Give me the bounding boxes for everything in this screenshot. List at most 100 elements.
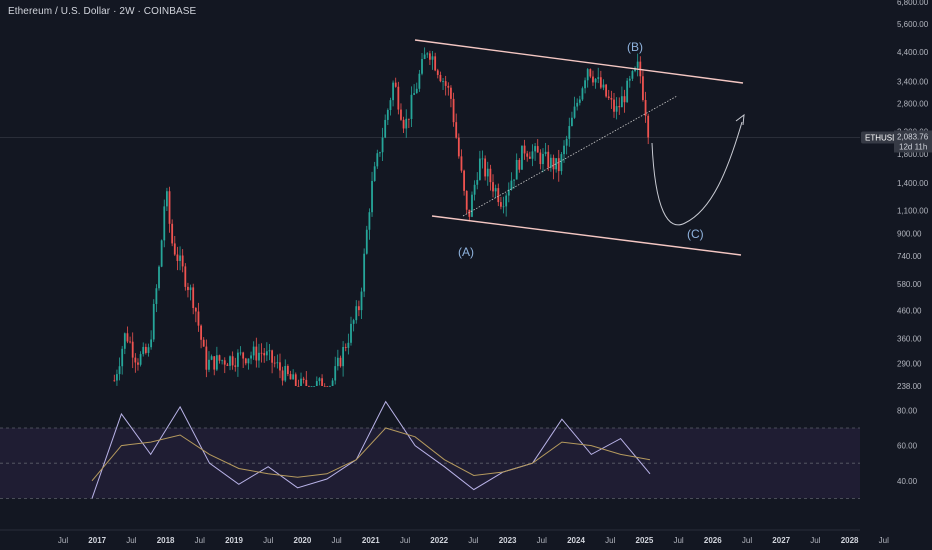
- candle-down: [592, 76, 594, 83]
- candle-up: [329, 386, 331, 387]
- candle-up: [208, 359, 210, 370]
- channel-lower-line[interactable]: [431, 215, 742, 256]
- candle-up: [413, 93, 416, 95]
- candle-down: [244, 358, 247, 364]
- candle-up: [215, 355, 218, 370]
- candle-up: [147, 347, 150, 353]
- time-axis-tick: 2028: [841, 536, 859, 545]
- candle-up: [636, 61, 639, 68]
- candle-up: [418, 73, 421, 89]
- candle-up: [123, 333, 126, 349]
- candle-up: [250, 355, 252, 359]
- candle-up: [576, 102, 579, 107]
- candle-up: [376, 153, 379, 167]
- time-axis-tick: 2022: [430, 536, 448, 545]
- candle-down: [647, 115, 650, 138]
- candle-up: [179, 255, 181, 261]
- candle-up: [478, 158, 481, 180]
- candle-down: [397, 86, 400, 110]
- candle-up: [334, 366, 337, 381]
- candle-up: [292, 374, 295, 380]
- candle-down: [297, 386, 300, 387]
- candle-up: [542, 153, 544, 165]
- candle-down: [326, 386, 329, 387]
- candle-up: [155, 288, 158, 304]
- candle-down: [644, 99, 647, 116]
- candle-up: [423, 54, 426, 59]
- candle-down: [465, 190, 468, 210]
- rsi-axis-tick: 60.00: [897, 442, 918, 451]
- candle-down: [323, 386, 326, 387]
- candle-down: [273, 362, 276, 364]
- candle-up: [350, 323, 352, 343]
- candle-up: [121, 348, 124, 367]
- support-trendline[interactable]: [462, 95, 678, 217]
- candle-up: [355, 306, 358, 321]
- candle-up: [360, 291, 363, 311]
- candle-down: [113, 380, 116, 382]
- candle-up: [331, 380, 334, 386]
- candle-up: [163, 206, 166, 241]
- candle-up: [584, 80, 586, 89]
- candle-down: [289, 374, 292, 380]
- candle-down: [452, 98, 455, 123]
- candle-up: [373, 166, 376, 181]
- price-axis-tick: 3,400.00: [897, 77, 929, 86]
- candle-down: [144, 346, 147, 353]
- candle-down: [528, 156, 531, 159]
- time-axis-tick: Jul: [605, 536, 615, 545]
- price-axis-tick: 1,400.00: [897, 179, 929, 188]
- candle-up: [310, 386, 313, 387]
- price-axis-tick: 238.00: [897, 382, 922, 391]
- candle-up: [421, 58, 423, 74]
- candle-down: [231, 356, 234, 366]
- candle-down: [468, 209, 471, 217]
- candle-down: [171, 223, 174, 244]
- candle-down: [547, 151, 550, 168]
- candle-down: [484, 158, 487, 177]
- price-axis-tick: 360.00: [897, 335, 922, 344]
- time-axis-tick: Jul: [263, 536, 273, 545]
- candle-down: [436, 70, 439, 75]
- candle-up: [142, 346, 145, 355]
- candle-down: [500, 202, 502, 207]
- candle-down: [218, 355, 221, 361]
- candle-up: [139, 354, 142, 365]
- candle-up: [239, 352, 242, 354]
- wave-label-a: (A): [458, 245, 474, 259]
- candle-down: [131, 341, 134, 358]
- rsi-line: [91, 400, 651, 499]
- candle-down: [463, 170, 465, 191]
- candle-down: [618, 106, 621, 108]
- price-axis-tick: 4,400.00: [897, 48, 929, 57]
- countdown-value: 12d 11h: [899, 142, 927, 151]
- candle-up: [381, 137, 384, 153]
- candle-up: [507, 189, 510, 196]
- rsi-ma-line: [91, 427, 651, 482]
- candle-down: [623, 96, 626, 103]
- candle-up: [392, 82, 394, 101]
- rsi-axis-tick: 40.00: [897, 477, 918, 486]
- channel-upper-line[interactable]: [414, 39, 744, 84]
- candle-down: [434, 56, 437, 71]
- candle-down: [194, 308, 197, 312]
- time-axis-tick: Jul: [810, 536, 820, 545]
- candle-up: [602, 84, 605, 88]
- candle-up: [363, 253, 366, 292]
- candle-up: [118, 366, 121, 375]
- candle-down: [281, 370, 284, 381]
- wave-label-c: (C): [687, 227, 704, 241]
- candle-up: [116, 374, 118, 381]
- candle-down: [523, 145, 526, 154]
- candle-up: [494, 188, 497, 192]
- candle-up: [405, 118, 408, 129]
- candle-down: [242, 352, 245, 359]
- candle-down: [286, 365, 289, 375]
- candle-down: [539, 152, 542, 165]
- candle-up: [371, 180, 373, 213]
- candle-down: [308, 386, 310, 387]
- time-axis-tick: 2025: [636, 536, 654, 545]
- candle-down: [176, 254, 179, 261]
- projected-path[interactable]: [651, 121, 743, 226]
